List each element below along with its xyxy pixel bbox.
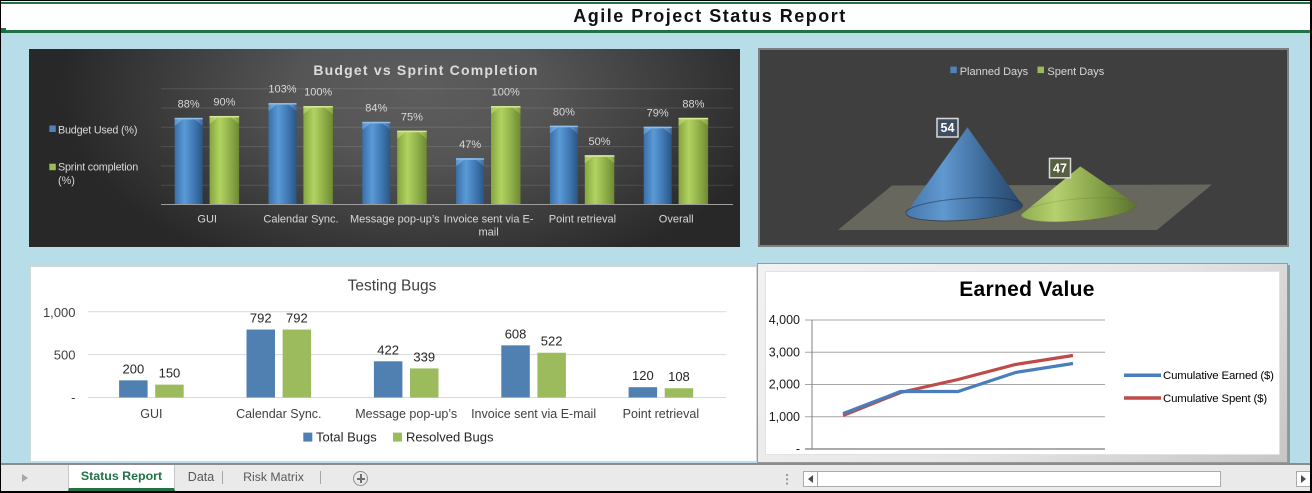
svg-text:88%: 88% <box>178 99 200 111</box>
svg-text:792: 792 <box>250 311 272 326</box>
svg-text:Calendar Sync.: Calendar Sync. <box>236 407 321 421</box>
svg-text:Sprint completion: Sprint completion <box>58 162 138 174</box>
svg-text:-: - <box>71 390 75 405</box>
svg-text:(%): (%) <box>58 175 75 187</box>
svg-text:Point retrieval: Point retrieval <box>623 407 699 421</box>
svg-text:Message pop-up’s: Message pop-up’s <box>355 407 457 421</box>
svg-text:1,000: 1,000 <box>769 410 800 424</box>
svg-text:90%: 90% <box>213 97 235 109</box>
svg-text:Earned Value: Earned Value <box>959 278 1095 301</box>
svg-text:Invoice sent via E-: Invoice sent via E- <box>444 214 534 226</box>
svg-text:Planned Days: Planned Days <box>960 66 1029 78</box>
svg-text:522: 522 <box>541 334 563 349</box>
svg-text:150: 150 <box>159 366 181 381</box>
svg-text:Invoice sent via E-mail: Invoice sent via E-mail <box>471 407 596 421</box>
svg-text:4,000: 4,000 <box>769 313 800 327</box>
svg-text:1,000: 1,000 <box>43 305 76 320</box>
svg-text:Point retrieval: Point retrieval <box>549 214 616 226</box>
svg-text:Calendar Sync.: Calendar Sync. <box>263 214 338 226</box>
svg-text:103%: 103% <box>268 84 296 96</box>
svg-text:Testing Bugs: Testing Bugs <box>348 278 437 295</box>
svg-text:84%: 84% <box>365 102 387 114</box>
svg-text:200: 200 <box>122 361 144 376</box>
svg-text:339: 339 <box>413 349 435 364</box>
svg-text:Total Bugs: Total Bugs <box>316 430 377 445</box>
svg-text:608: 608 <box>505 326 527 341</box>
svg-text:Budget Used (%): Budget Used (%) <box>58 125 137 137</box>
svg-text:mail: mail <box>479 227 499 239</box>
svg-text:108: 108 <box>668 369 690 384</box>
svg-text:-: - <box>796 442 800 456</box>
svg-text:Overall: Overall <box>659 214 694 226</box>
svg-text:100%: 100% <box>492 87 520 99</box>
svg-text:Resolved Bugs: Resolved Bugs <box>406 430 494 445</box>
svg-text:500: 500 <box>54 348 76 363</box>
svg-text:50%: 50% <box>589 136 611 148</box>
svg-text:Cumulative Earned ($): Cumulative Earned ($) <box>1163 370 1274 382</box>
svg-text:GUI: GUI <box>197 214 217 226</box>
svg-text:GUI: GUI <box>140 407 162 421</box>
svg-text:3,000: 3,000 <box>769 345 800 359</box>
svg-text:2,000: 2,000 <box>769 378 800 392</box>
svg-text:792: 792 <box>286 311 308 326</box>
svg-text:Cumulative Spent ($): Cumulative Spent ($) <box>1163 393 1267 405</box>
svg-text:80%: 80% <box>553 106 575 118</box>
svg-text:75%: 75% <box>401 111 423 123</box>
svg-text:Message pop-up’s: Message pop-up’s <box>350 214 440 226</box>
svg-text:88%: 88% <box>682 99 704 111</box>
svg-text:Budget vs Sprint Completion: Budget vs Sprint Completion <box>313 62 538 78</box>
svg-text:120: 120 <box>632 368 654 383</box>
svg-text:100%: 100% <box>304 87 332 99</box>
svg-text:422: 422 <box>377 342 399 357</box>
svg-text:47%: 47% <box>459 139 481 151</box>
svg-text:Spent Days: Spent Days <box>1047 66 1104 78</box>
svg-text:47: 47 <box>1053 162 1067 176</box>
svg-text:79%: 79% <box>647 107 669 119</box>
svg-text:54: 54 <box>941 121 955 135</box>
